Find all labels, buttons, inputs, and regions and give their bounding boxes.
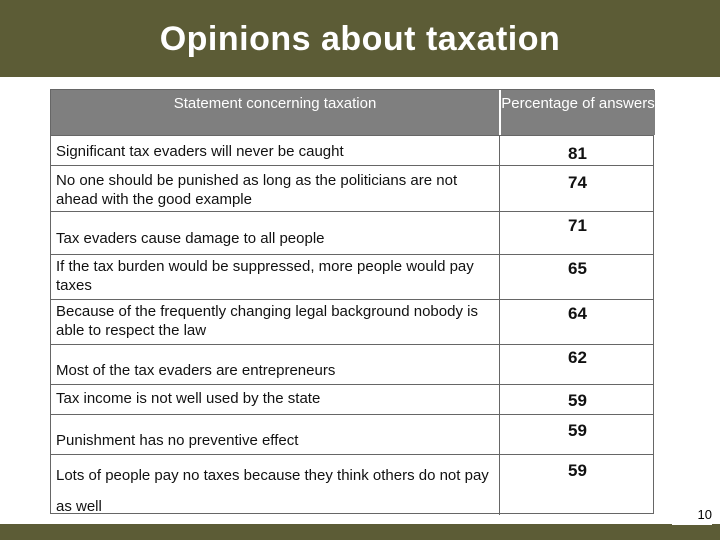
column-divider [499,135,500,515]
percentage-cell: 59 [568,391,587,410]
header-percentage: Percentage of answers [499,90,655,135]
percentage-cell: 59 [568,461,587,480]
statement-cell: Tax evaders cause damage to all people [56,230,325,247]
opinions-table: Statement concerning taxation Percentage… [50,89,655,515]
bottom-strip [0,524,720,540]
page-number: 10 [672,507,712,525]
percentage-cell: 81 [568,144,587,163]
percentage-cell: 59 [568,421,587,440]
statement-cell: Because of the frequently changing legal… [56,303,478,339]
statement-cell: Most of the tax evaders are entrepreneur… [56,362,336,379]
table-row: Lots of people pay no taxes because they… [51,454,653,515]
percentage-cell: 64 [568,304,587,323]
statement-cell: Punishment has no preventive effect [56,432,299,449]
header-statement: Statement concerning taxation [51,90,499,135]
percentage-cell: 62 [568,348,587,367]
statement-cell: Significant tax evaders will never be ca… [56,143,344,160]
statement-cell: No one should be punished as long as the… [56,172,458,208]
table-row: If the tax burden would be suppressed, m… [51,254,653,299]
table-row: Tax evaders cause damage to all people 7… [51,211,653,254]
table-row: Punishment has no preventive effect 59 [51,414,653,454]
table-row: Most of the tax evaders are entrepreneur… [51,344,653,384]
statement-cell: If the tax burden would be suppressed, m… [56,258,474,294]
table-row: No one should be punished as long as the… [51,165,653,211]
percentage-cell: 65 [568,259,587,278]
percentage-cell: 71 [568,216,587,235]
title-bar [0,0,720,77]
statement-cell: Tax income is not well used by the state [56,390,321,407]
page-title: Opinions about taxation [159,20,561,58]
table-row: Tax income is not well used by the state… [51,384,653,414]
table-row: Significant tax evaders will never be ca… [51,135,653,165]
table-row: Because of the frequently changing legal… [51,299,653,344]
percentage-cell: 74 [568,173,587,192]
statement-cell: Lots of people pay no taxes because they… [56,467,489,515]
